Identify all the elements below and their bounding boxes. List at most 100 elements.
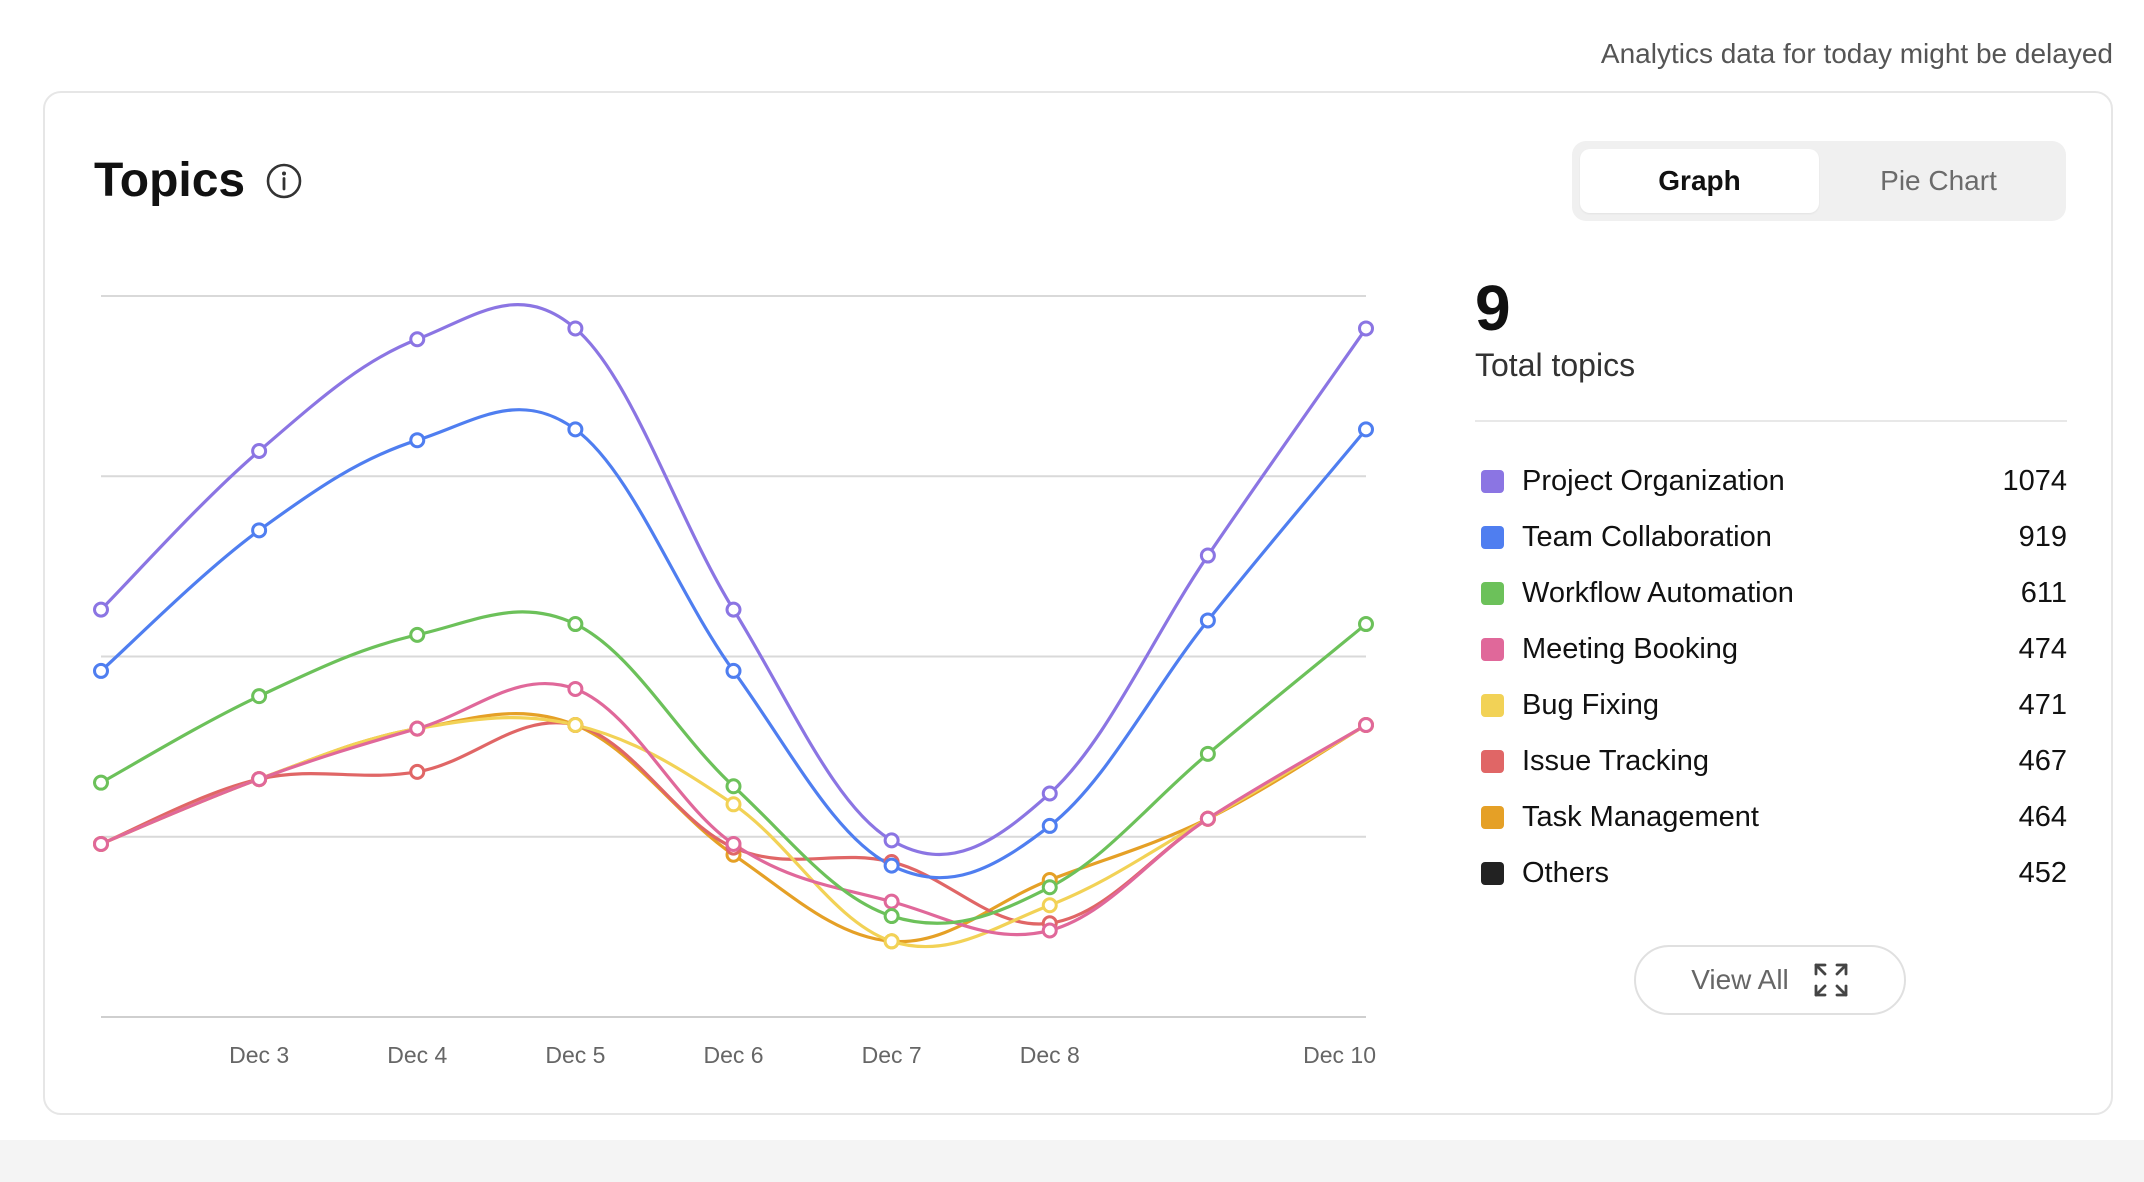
legend-label: Others [1522,856,1610,889]
data-point[interactable] [725,835,742,852]
legend-value: 1074 [2002,464,2067,497]
data-point[interactable] [1041,922,1058,939]
data-point[interactable] [93,601,109,618]
data-point[interactable] [251,443,268,460]
legend-item[interactable]: Project Organization 1074 [1481,453,2067,509]
data-point[interactable] [883,933,900,950]
legend-item[interactable]: Workflow Automation 611 [1481,565,2067,621]
data-point[interactable] [567,421,584,438]
data-point[interactable] [1041,897,1058,914]
data-point[interactable] [1358,421,1374,438]
data-point[interactable] [1199,547,1216,564]
legend-value: 464 [2018,800,2067,833]
total-topics-count: 9 [1475,272,1511,344]
data-point[interactable] [567,320,584,337]
data-point[interactable] [409,763,426,780]
legend-label: Team Collaboration [1522,520,1772,553]
legend-value: 452 [2018,856,2067,889]
legend-swatch [1481,693,1504,717]
legend-label: Issue Tracking [1522,744,1709,777]
data-point[interactable] [251,522,268,539]
divider [1475,420,2067,422]
data-point[interactable] [1041,817,1058,834]
legend-item[interactable]: Meeting Booking 474 [1481,621,2067,677]
legend-item[interactable]: Task Management 464 [1481,789,2067,845]
data-point[interactable] [725,662,742,679]
topics-legend: Project Organization 1074 Team Collaborati… [1481,453,2067,901]
legend-swatch [1481,525,1504,549]
data-point[interactable] [93,662,109,679]
legend-label: Workflow Automation [1522,576,1794,609]
series-line [100,721,1367,926]
data-point[interactable] [883,908,900,925]
legend-value: 471 [2018,688,2067,721]
data-point[interactable] [1358,716,1374,733]
line-chart-svg: Dec 3 Dec 4 Dec 5 Dec 6 Dec 7 Dec 8 Dec 10 [93,295,1376,1068]
legend-swatch [1481,861,1504,885]
info-icon[interactable] [265,162,303,200]
data-point[interactable] [567,680,584,697]
data-point[interactable] [567,616,584,633]
x-tick-label: Dec 10 [1303,1042,1376,1068]
legend-value: 467 [2018,744,2067,777]
data-point[interactable] [251,688,268,705]
legend-swatch [1481,637,1504,661]
data-point[interactable] [93,774,109,791]
legend-item[interactable]: Team Collaboration 919 [1481,509,2067,565]
data-point[interactable] [725,601,742,618]
legend-swatch [1481,469,1504,493]
data-point[interactable] [1358,616,1374,633]
view-toggle: Graph Pie Chart [1572,141,2066,221]
legend-item[interactable]: Others 452 [1481,845,2067,901]
data-point[interactable] [409,331,426,348]
x-tick-label: Dec 6 [703,1042,763,1068]
data-point[interactable] [883,857,900,874]
legend-label: Task Management [1522,800,1759,833]
data-point[interactable] [93,835,109,852]
data-point[interactable] [1358,320,1374,337]
data-point[interactable] [883,832,900,849]
legend-item[interactable]: Issue Tracking 467 [1481,733,2067,789]
legend-swatch [1481,749,1504,773]
data-point[interactable] [409,720,426,737]
analytics-delay-notice: Analytics data for today might be delaye… [1600,38,2113,69]
data-point[interactable] [1199,612,1216,629]
card-header: Topics [94,153,303,208]
legend-value: 919 [2018,520,2067,553]
data-point[interactable] [1199,810,1216,827]
legend-label: Meeting Booking [1522,632,1739,665]
view-all-label: View All [1691,964,1789,995]
card-title: Topics [94,154,246,207]
legend-value: 611 [2020,576,2067,609]
x-tick-label: Dec 8 [1020,1042,1080,1068]
legend-label: Project Organization [1522,464,1785,497]
x-tick-label: Dec 7 [862,1042,922,1068]
data-point[interactable] [725,778,742,795]
x-tick-label: Dec 4 [387,1042,447,1068]
data-point[interactable] [725,796,742,813]
topics-card: Topics Graph Pie Chart Dec 3 Dec 4 Dec 5 De… [43,91,2113,1115]
view-all-button[interactable]: View All [1634,945,1906,1015]
legend-label: Bug Fixing [1522,688,1660,721]
series-line [100,712,1367,944]
legend-item[interactable]: Bug Fixing 471 [1481,677,2067,733]
data-point[interactable] [1199,745,1216,762]
series-line [99,303,1368,857]
series-line [99,408,1368,880]
data-point[interactable] [1041,879,1058,896]
legend-swatch [1481,805,1504,829]
tab-pie-chart[interactable]: Pie Chart [1880,165,1997,196]
x-tick-label: Dec 5 [545,1042,605,1068]
data-point[interactable] [251,771,268,788]
legend-swatch [1481,581,1504,605]
data-point[interactable] [1041,785,1058,802]
tab-graph[interactable]: Graph [1580,149,1819,213]
x-tick-label: Dec 3 [229,1042,289,1068]
data-point[interactable] [883,893,900,910]
expand-icon [1813,962,1849,998]
data-point[interactable] [409,626,426,643]
footer-band [0,1140,2144,1182]
legend-value: 474 [2018,632,2067,665]
data-point[interactable] [567,716,584,733]
data-point[interactable] [409,432,426,449]
